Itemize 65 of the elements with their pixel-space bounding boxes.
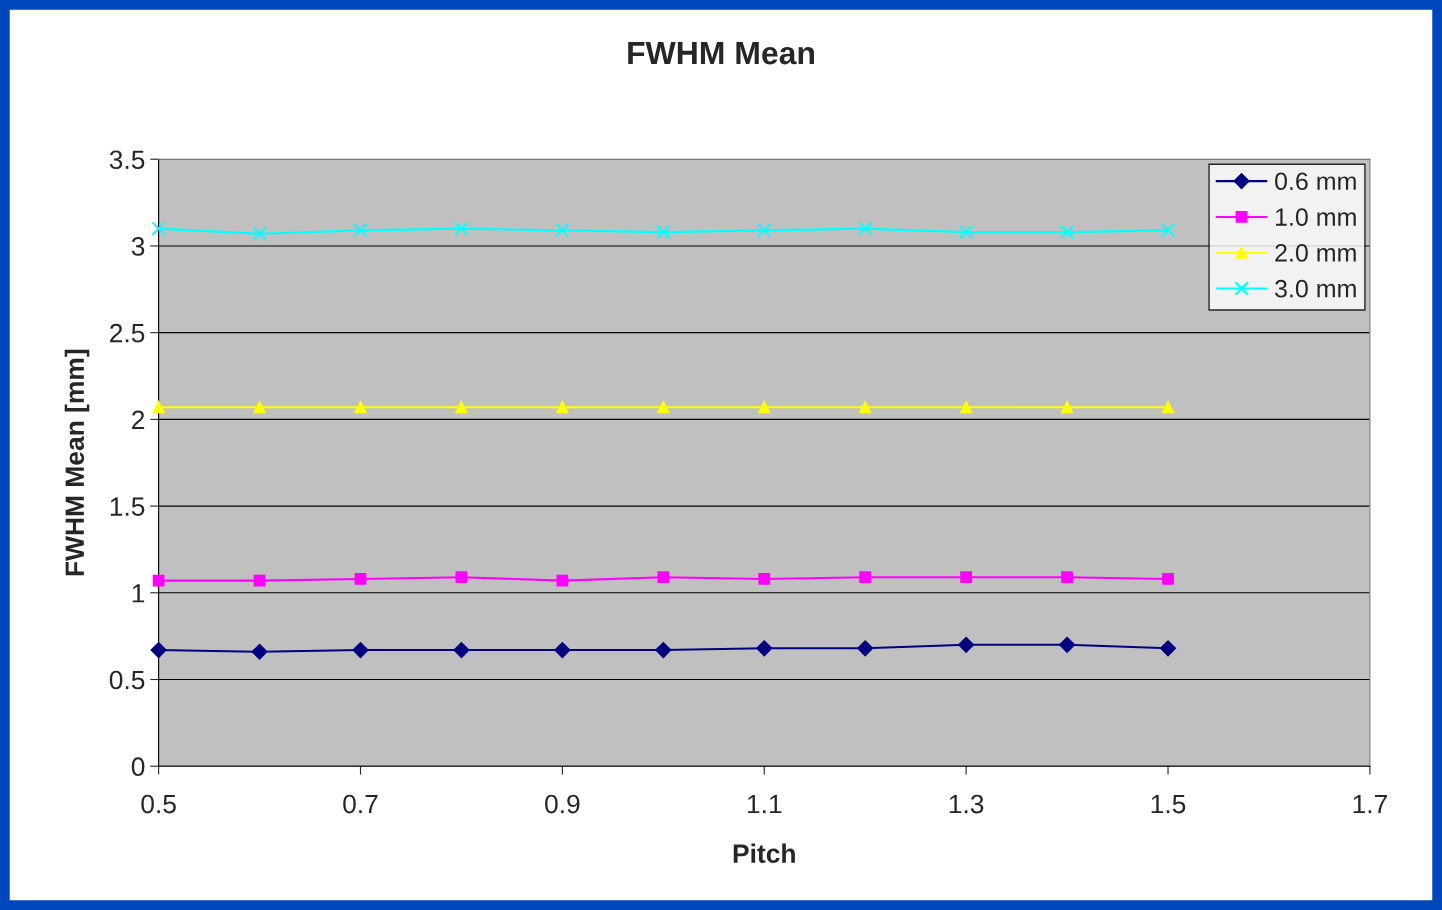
legend-label: 0.6 mm [1275, 172, 1356, 191]
point [354, 573, 367, 585]
point [453, 642, 470, 658]
chart-title: FWHM Mean [628, 42, 814, 65]
y-tick-label: 1.5 [110, 497, 145, 516]
x-axis-title: Pitch [733, 843, 795, 863]
point [455, 571, 468, 584]
point [1160, 640, 1176, 657]
point [252, 226, 267, 242]
point [152, 401, 165, 414]
point [657, 571, 670, 584]
y-tick-label: 0 [131, 757, 145, 777]
point [756, 223, 772, 238]
point [758, 401, 771, 414]
point [353, 223, 368, 238]
point [150, 642, 167, 658]
point [857, 221, 873, 236]
point [556, 401, 569, 414]
point [1160, 223, 1176, 238]
y-tick-label: 3.5 [109, 150, 145, 170]
point [454, 221, 469, 236]
point [455, 401, 468, 414]
point [1059, 224, 1075, 240]
point [1162, 573, 1174, 585]
point [1162, 401, 1174, 414]
point [152, 574, 165, 587]
legend-label: 1.0 mm [1275, 208, 1356, 226]
point [656, 224, 671, 240]
point [253, 574, 266, 587]
point [655, 642, 672, 658]
y-tick-label: 0.5 [109, 670, 145, 690]
point [758, 573, 771, 585]
y-tick-label: 1 [132, 584, 145, 603]
x-tick-label: 1.3 [949, 794, 984, 814]
x-tick-label: 1.7 [1353, 794, 1387, 814]
y-tick-label: 2 [132, 410, 145, 429]
point [859, 401, 872, 414]
point [251, 643, 268, 660]
x-tick-label: 0.9 [545, 794, 580, 814]
point [352, 642, 369, 658]
point [1059, 636, 1075, 653]
point [756, 640, 773, 657]
x-tick-label: 0.7 [343, 794, 378, 814]
y-tick-label: 3 [131, 237, 145, 256]
point [657, 401, 670, 414]
point [555, 223, 570, 238]
point [253, 401, 266, 414]
point [859, 571, 872, 584]
point [958, 636, 975, 653]
y-tick-label: 2.5 [110, 323, 145, 343]
point [354, 401, 367, 414]
point [556, 574, 569, 587]
point [857, 640, 874, 657]
point [1061, 571, 1073, 584]
x-tick-label: 1.5 [1151, 794, 1186, 814]
legend-label: 3.0 mm [1275, 279, 1356, 298]
point [960, 571, 973, 584]
point [1061, 401, 1073, 414]
x-tick-label: 1.1 [747, 794, 782, 814]
point [960, 401, 973, 414]
y-axis-title: FWHM Mean [mm] [64, 349, 90, 576]
point [151, 221, 166, 236]
point [958, 224, 974, 240]
legend-label: 2.0 mm [1275, 244, 1356, 262]
point [554, 642, 571, 658]
